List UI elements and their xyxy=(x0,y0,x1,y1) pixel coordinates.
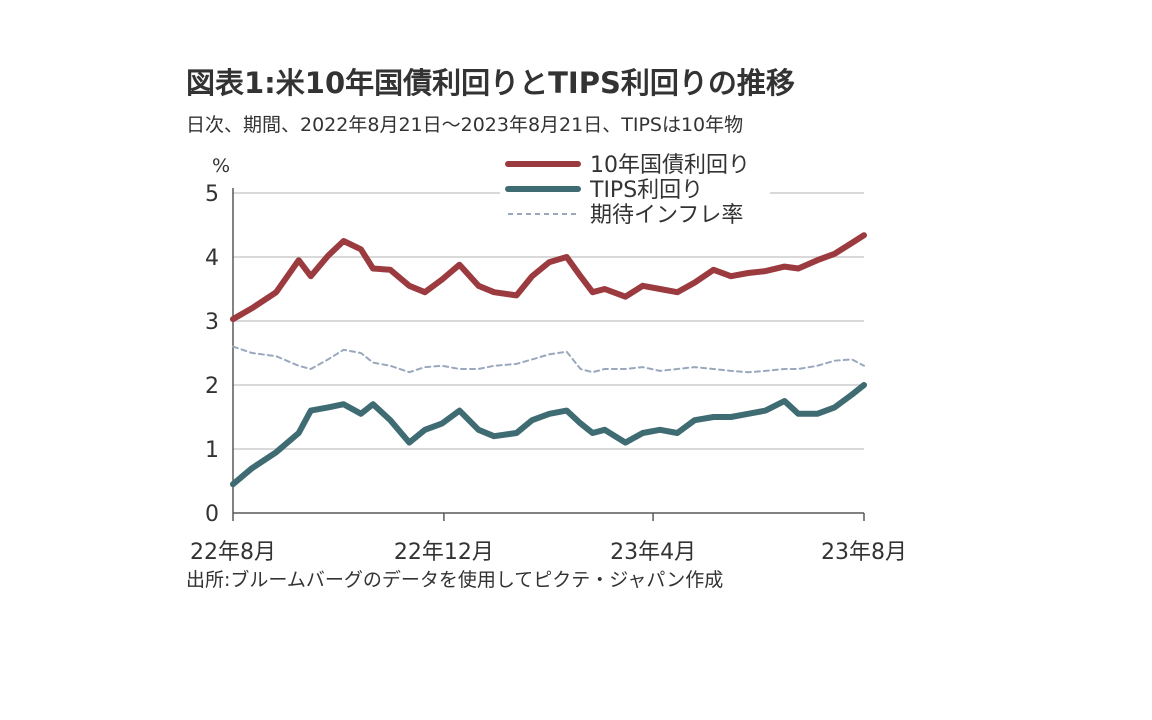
tick-labels: 0 1 2 3 4 5 22年8月 22年12月 23年4月 23年8月 xyxy=(190,182,907,565)
y-tick-label: 5 xyxy=(205,182,219,207)
x-tick-label: 23年8月 xyxy=(821,540,907,565)
series-layer xyxy=(230,232,867,488)
x-tick-label: 22年12月 xyxy=(394,540,494,565)
legend-label-1: 10年国債利回り xyxy=(590,153,750,178)
chart-subtitle: 日次、期間、2022年8月21日〜2023年8月21日、TIPSは10年物 xyxy=(186,114,744,136)
chart-title: 図表1:米10年国債利回りとTIPS利回りの推移 xyxy=(186,66,795,100)
series-line-1 xyxy=(230,232,867,323)
y-tick-label: 0 xyxy=(205,502,219,527)
y-axis-unit-label: % xyxy=(212,155,230,177)
x-tick-label: 22年8月 xyxy=(190,540,276,565)
series-line-2 xyxy=(230,382,867,488)
source-note: 出所:ブルームバーグのデータを使用してピクテ・ジャパン作成 xyxy=(186,569,724,591)
axes xyxy=(232,188,865,521)
legend-label-3: 期待インフレ率 xyxy=(590,203,743,228)
y-tick-label: 3 xyxy=(205,310,219,335)
x-tick-label: 23年4月 xyxy=(610,540,696,565)
series-line-3 xyxy=(232,345,865,374)
y-tick-label: 4 xyxy=(205,246,219,271)
legend-label-2: TIPS利回り xyxy=(589,178,703,203)
y-tick-label: 2 xyxy=(205,374,219,399)
y-tick-label: 1 xyxy=(205,438,219,463)
